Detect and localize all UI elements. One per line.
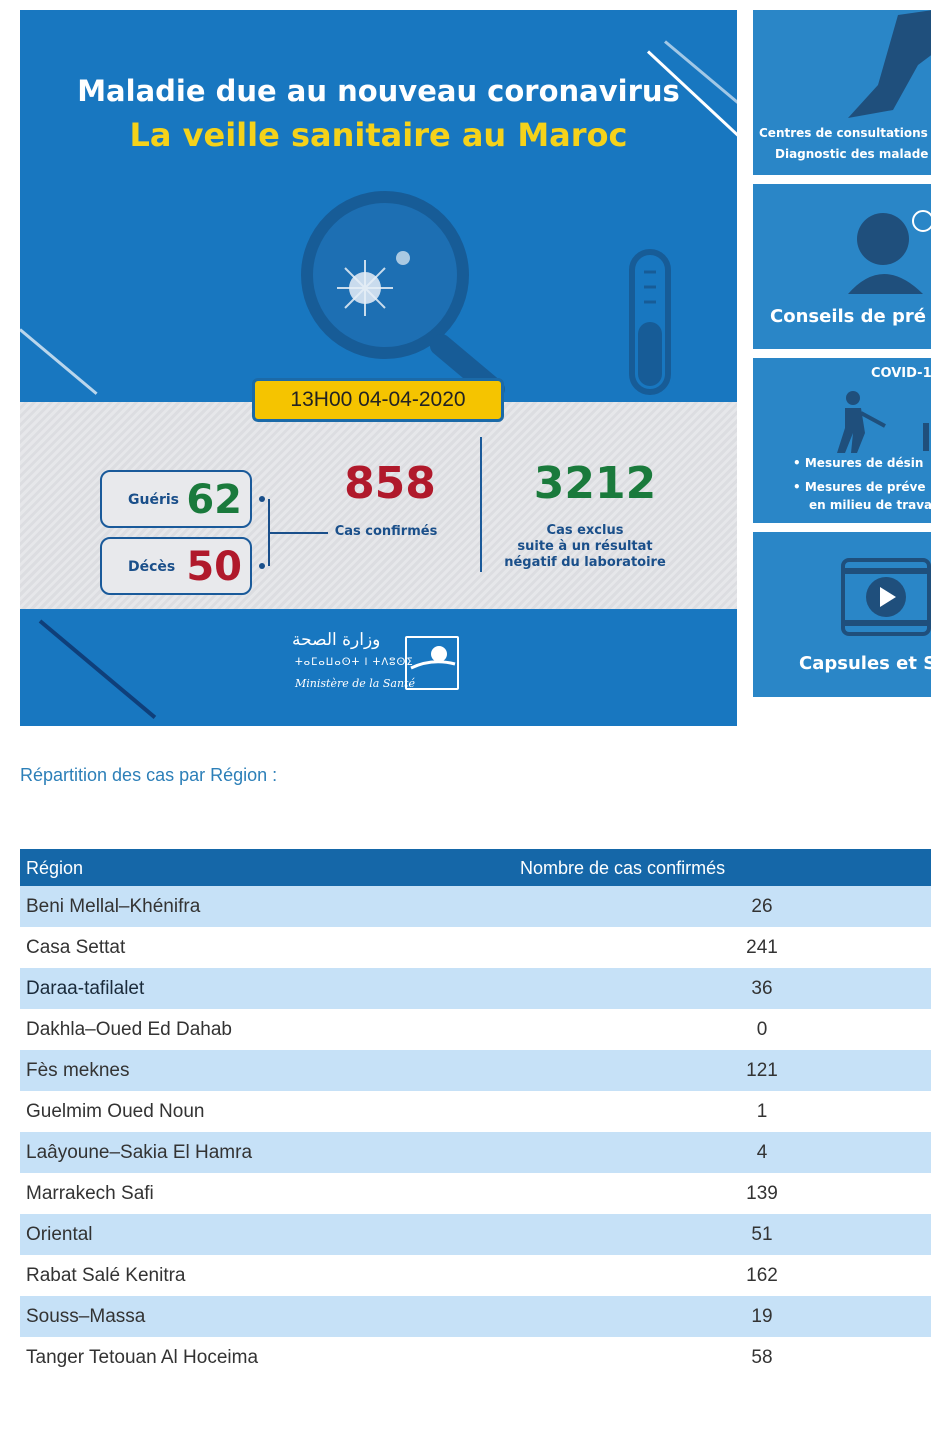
cell-cases: 26 [751, 896, 773, 917]
cell-cases: 51 [751, 1224, 773, 1245]
deces-pill: Décès 50 [100, 537, 252, 595]
decorative-line [38, 619, 157, 719]
region-section-title: Répartition des cas par Région : [20, 765, 278, 785]
table-row: Fès meknes 121 [20, 1050, 931, 1091]
cell-cases: 139 [746, 1183, 778, 1204]
header-cases: Nombre de cas confirmés [520, 858, 726, 878]
table-row: Guelmim Oued Noun 1 [20, 1091, 931, 1132]
table-row: Rabat Salé Kenitra 162 [20, 1255, 931, 1296]
magnifier-virus-icon [301, 191, 505, 401]
cell-region: Marrakech Safi [26, 1183, 154, 1204]
card-prevention-advice[interactable]: Conseils de pré [753, 184, 931, 349]
confirmed-label: Cas confirmés [334, 524, 438, 539]
connector-dot [259, 563, 265, 569]
cell-region: Casa Settat [26, 937, 126, 958]
deces-value: 50 [186, 544, 242, 590]
table-header: Région Nombre de cas confirmés [20, 849, 931, 886]
cell-cases: 121 [746, 1060, 778, 1081]
connector-bracket [268, 532, 328, 534]
cell-region: Dakhla–Oued Ed Dahab [26, 1019, 232, 1040]
cell-region: Daraa-tafilalet [26, 978, 145, 999]
cell-cases: 58 [751, 1347, 773, 1368]
excluded-value: 3212 [533, 458, 657, 509]
cell-region: Laâyoune–Sakia El Hamra [26, 1142, 253, 1163]
table-row: Souss–Massa 19 [20, 1296, 931, 1337]
cell-cases: 162 [746, 1265, 778, 1286]
cell-cases: 0 [756, 1019, 768, 1040]
card-consultation-centers[interactable]: Centres de consultations Diagnostic des … [753, 10, 931, 175]
cell-region: Tanger Tetouan Al Hoceima [26, 1347, 259, 1368]
table-row: Marrakech Safi 139 [20, 1173, 931, 1214]
header-region: Région [26, 858, 84, 878]
cell-cases: 4 [756, 1142, 768, 1163]
card2-title: Conseils de pré [770, 306, 926, 327]
banner-footer [20, 609, 737, 726]
ministry-french-text: Ministère de la Santé [295, 677, 415, 690]
table-row: Casa Settat 241 [20, 927, 931, 968]
ministry-tifinagh-text: ⵜⴰⵎⴰⵡⴰⵙⵜ ⵏ ⵜⴷⵓⵙⵉ [295, 657, 414, 668]
cell-region: Souss–Massa [26, 1306, 146, 1327]
card-covid-measures[interactable]: COVID-1 • Mesures de désin • Mesures de … [753, 358, 931, 523]
deces-label: Décès [128, 559, 176, 575]
test-tube-icon [629, 249, 671, 395]
region-cases-table: Région Nombre de cas confirmés Beni Mell… [20, 849, 931, 1378]
excluded-label-3: négatif du laboratoire [504, 555, 666, 570]
ministry-arabic-text: وزارة الصحة [292, 630, 381, 650]
card4-title: Capsules et S [799, 653, 931, 674]
cell-cases: 36 [751, 978, 773, 999]
date-badge: 13H00 04-04-2020 [252, 378, 504, 422]
decorative-line [20, 328, 98, 395]
cell-region: Oriental [26, 1224, 93, 1245]
card3-item1: Mesures de désin [804, 456, 924, 470]
card3-bullet1: • Mesures de désin [793, 456, 924, 470]
banner-title: Maladie due au nouveau coronavirus [77, 74, 680, 108]
gueris-value: 62 [186, 477, 242, 523]
person-thinking-icon [848, 210, 931, 294]
stats-separator [480, 437, 482, 572]
card3-item2a: Mesures de préve [804, 480, 926, 494]
video-play-icon [841, 558, 931, 636]
excluded-label-1: Cas exclus [546, 523, 624, 538]
confirmed-value: 858 [344, 458, 436, 509]
gueris-pill: Guéris 62 [100, 470, 252, 528]
banner-header-area [20, 10, 737, 402]
covid-infographic-banner[interactable]: Maladie due au nouveau coronavirus La ve… [20, 10, 737, 726]
gueris-label: Guéris [128, 492, 179, 508]
cell-region: Rabat Salé Kenitra [26, 1265, 186, 1286]
table-row: Daraa-tafilalet 36 [20, 968, 931, 1009]
card3-title: COVID-1 [871, 366, 931, 381]
connector-dot [259, 496, 265, 502]
table-row: Tanger Tetouan Al Hoceima 58 [20, 1337, 931, 1378]
card1-line2: Diagnostic des malade [775, 147, 929, 161]
banner-subtitle: La veille sanitaire au Maroc [129, 116, 628, 154]
cell-region: Fès meknes [26, 1060, 130, 1081]
cell-cases: 19 [751, 1306, 773, 1327]
morocco-map-icon [848, 10, 931, 118]
card1-line1: Centres de consultations [759, 126, 928, 140]
card3-item2b: en milieu de trava [809, 498, 931, 512]
cell-cases: 241 [746, 937, 778, 958]
table-row: Laâyoune–Sakia El Hamra 4 [20, 1132, 931, 1173]
cell-cases: 1 [756, 1101, 768, 1122]
ministry-logo-icon [405, 636, 459, 690]
cell-region: Guelmim Oued Noun [26, 1101, 205, 1122]
table-row: Oriental 51 [20, 1214, 931, 1255]
excluded-label-2: suite à un résultat [517, 539, 653, 554]
card3-bullet2: • Mesures de préve [793, 480, 926, 494]
card-video-capsules[interactable]: Capsules et S [753, 532, 931, 697]
cell-region: Beni Mellal–Khénifra [26, 896, 201, 917]
table-row: Beni Mellal–Khénifra 26 [20, 886, 931, 927]
table-row: Dakhla–Oued Ed Dahab 0 [20, 1009, 931, 1050]
disinfection-worker-icon [837, 391, 929, 453]
